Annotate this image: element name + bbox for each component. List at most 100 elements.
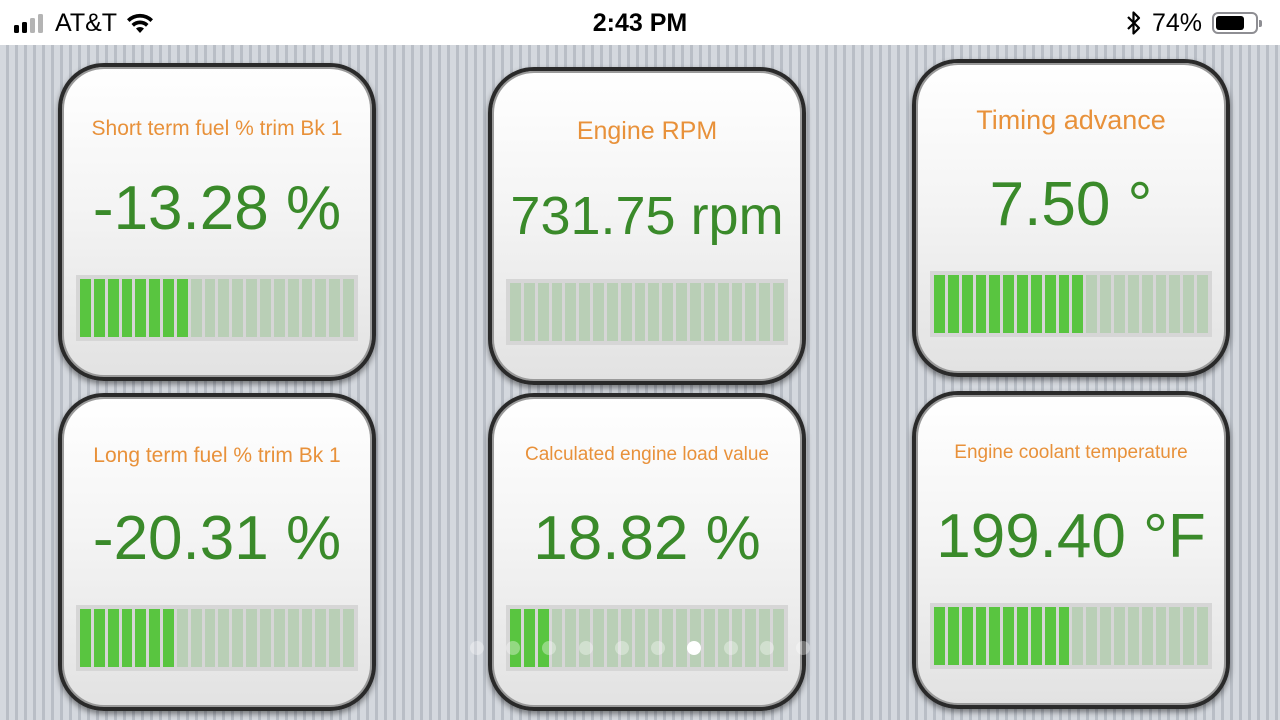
bar-segment <box>745 283 757 341</box>
bar-segment <box>343 279 354 337</box>
bar-segment <box>703 609 715 667</box>
bar-segment <box>176 279 188 337</box>
gauge-value: -20.31 % <box>92 504 342 573</box>
bar-segment <box>648 609 660 667</box>
gauge-coolant-temperature[interactable]: Engine coolant temperature 199.40 °F <box>912 391 1230 709</box>
bar-segment <box>634 609 646 667</box>
gauge-engine-rpm[interactable]: Engine RPM 731.75 rpm <box>488 67 806 385</box>
bar-segment <box>259 279 271 337</box>
bar-segment <box>717 609 729 667</box>
bar-segment <box>606 283 618 341</box>
gauge-title: Engine coolant temperature <box>954 442 1188 463</box>
bar-segment <box>218 279 230 337</box>
bar-segment <box>315 279 327 337</box>
bar-segment <box>731 283 743 341</box>
page-dot[interactable] <box>759 641 774 655</box>
bar-segment <box>163 609 174 667</box>
page-dot[interactable] <box>542 641 557 655</box>
bar-segment <box>93 279 105 337</box>
bar-segment <box>287 279 299 337</box>
bar-segment <box>1003 275 1015 333</box>
page-dot[interactable] <box>578 641 593 655</box>
bar-segment <box>1086 607 1098 665</box>
page-dot[interactable] <box>723 641 738 655</box>
gauge-title: Timing advance <box>976 105 1166 135</box>
page-dot[interactable] <box>651 641 666 655</box>
bar-segment <box>135 609 147 667</box>
bar-segment <box>1044 607 1056 665</box>
gauge-title: Engine RPM <box>576 117 718 145</box>
page-indicator[interactable] <box>470 639 810 657</box>
bar-segment <box>689 609 701 667</box>
bar-segment <box>1169 275 1181 333</box>
bar-segment <box>1044 275 1056 333</box>
bar-segment <box>523 283 535 341</box>
bar-segment <box>1072 607 1084 665</box>
status-bar: AT&T 2:43 PM 74% <box>0 0 1280 45</box>
gauge-value: 18.82 % <box>533 504 761 573</box>
bar-segment <box>1058 607 1070 665</box>
bar-segment <box>648 283 660 341</box>
bar-segment <box>1155 607 1167 665</box>
bar-segment <box>551 283 563 341</box>
bar-segment <box>301 279 313 337</box>
bar-segment <box>773 609 784 667</box>
bar-segment <box>190 609 202 667</box>
bar-segment <box>1030 607 1042 665</box>
gauge-engine-load[interactable]: Calculated engine load value 18.82 % <box>488 393 806 711</box>
gauge-timing-advance[interactable]: Timing advance 7.50 ° <box>912 59 1230 377</box>
bar-segment <box>537 609 549 667</box>
bar-segment <box>989 275 1001 333</box>
bar-segment <box>1141 275 1153 333</box>
wifi-icon <box>125 11 155 35</box>
bar-segment <box>1030 275 1042 333</box>
status-right: 74% <box>1126 8 1262 38</box>
bar-segment <box>343 609 354 667</box>
battery-level <box>1216 16 1245 30</box>
bar-segment <box>989 607 1001 665</box>
bar-segment <box>204 609 216 667</box>
page-dot[interactable] <box>687 641 702 655</box>
page-dot[interactable] <box>614 641 629 655</box>
page-dot[interactable] <box>795 641 810 655</box>
bar-segment <box>934 275 945 333</box>
bar-segment <box>634 283 646 341</box>
bar-segment <box>593 609 604 667</box>
gauge-short-term-fuel-trim[interactable]: Short term fuel % trim Bk 1 -13.28 % <box>58 63 376 381</box>
status-time: 2:43 PM <box>592 9 688 37</box>
page-dot[interactable] <box>506 641 521 655</box>
bar-segment <box>176 609 188 667</box>
bar-segment <box>1017 607 1028 665</box>
battery-icon <box>1212 12 1262 34</box>
bar-segment <box>149 609 161 667</box>
carrier-name: AT&T <box>55 8 118 37</box>
bar-segment <box>759 609 771 667</box>
page-dot[interactable] <box>470 641 484 655</box>
bar-segment <box>565 283 577 341</box>
status-left: AT&T <box>14 8 155 38</box>
gauge-title: Long term fuel % trim Bk 1 <box>93 444 341 467</box>
bar-segment <box>606 609 618 667</box>
bar-segment <box>510 609 521 667</box>
bar-segment <box>1086 275 1098 333</box>
bar-segment <box>107 609 119 667</box>
bar-segment <box>190 279 202 337</box>
bar-segment <box>676 283 687 341</box>
gauge-value: 199.40 °F <box>936 502 1206 571</box>
bar-segment <box>246 609 257 667</box>
bar-segment <box>620 609 632 667</box>
bar-segment <box>523 609 535 667</box>
bar-segment <box>93 609 105 667</box>
bar-segment <box>947 275 959 333</box>
gauge-long-term-fuel-trim[interactable]: Long term fuel % trim Bk 1 -20.31 % <box>58 393 376 711</box>
bar-segment <box>620 283 632 341</box>
bar-segment <box>232 609 244 667</box>
gauge-dashboard[interactable]: Short term fuel % trim Bk 1 -13.28 % Eng… <box>0 45 1280 720</box>
bar-segment <box>961 275 973 333</box>
bar-segment <box>947 607 959 665</box>
bar-segment <box>593 283 604 341</box>
bar-segment <box>662 283 674 341</box>
gauge-level-bar <box>506 279 788 345</box>
gauge-level-bar <box>930 271 1212 337</box>
bar-segment <box>565 609 577 667</box>
